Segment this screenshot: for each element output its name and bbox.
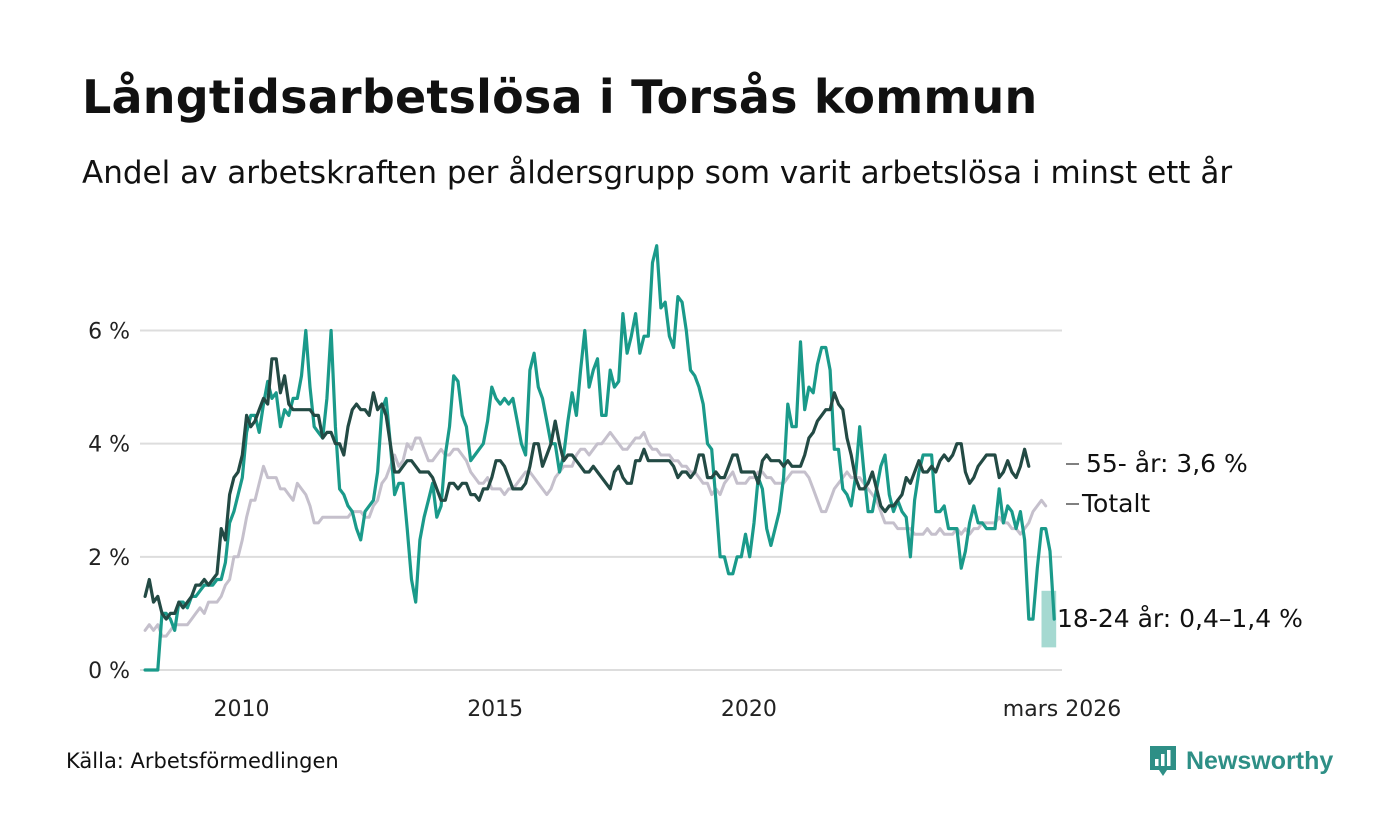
x-tick-label: 2010 [213, 697, 269, 722]
series-label-older: 55- år: 3,6 % [1086, 449, 1248, 478]
chart-title: Långtidsarbetslösa i Torsås kommun [82, 70, 1038, 124]
series-label-youth: 18-24 år: 0,4–1,4 % [1057, 604, 1303, 633]
x-tick-label: 2015 [467, 697, 523, 722]
y-tick-label: 4 % [88, 433, 130, 458]
series-line-total [143, 430, 1048, 638]
y-tick-label: 0 % [88, 659, 130, 684]
series-label-total: Totalt [1081, 489, 1150, 518]
y-axis-ticks: 0 % 2 % 4 % 6 % [88, 320, 130, 684]
series-lines [143, 244, 1056, 672]
newsworthy-logo-icon [1150, 746, 1176, 776]
series-line-older [143, 357, 1031, 621]
x-tick-label: 2020 [721, 697, 777, 722]
series-labels: 55- år: 3,6 % Totalt 18-24 år: 0,4–1,4 % [1057, 449, 1303, 633]
y-tick-label: 6 % [88, 320, 130, 345]
brand-name: Newsworthy [1186, 746, 1334, 775]
chart-subtitle: Andel av arbetskraften per åldersgrupp s… [82, 155, 1233, 191]
series-line-youth [143, 244, 1056, 672]
x-tick-label: mars 2026 [1003, 697, 1121, 722]
x-axis-ticks: 2010 2015 2020 mars 2026 [213, 697, 1121, 722]
source-note: Källa: Arbetsförmedlingen [66, 749, 339, 773]
brand-logo[interactable]: Newsworthy [1148, 744, 1333, 778]
y-tick-label: 2 % [88, 546, 130, 571]
